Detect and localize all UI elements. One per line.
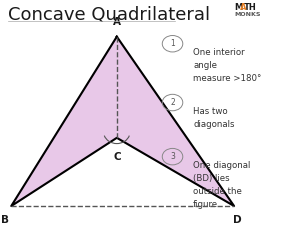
- Text: figure: figure: [193, 200, 218, 209]
- Text: 3: 3: [170, 152, 175, 161]
- Text: 2: 2: [170, 98, 175, 107]
- Text: M: M: [234, 3, 242, 12]
- Text: 1: 1: [170, 39, 175, 48]
- Text: TH: TH: [244, 3, 257, 12]
- Text: outside the: outside the: [193, 187, 242, 196]
- Text: (BD) lies: (BD) lies: [193, 174, 230, 183]
- Text: B: B: [2, 215, 9, 225]
- Text: MONKS: MONKS: [234, 12, 261, 17]
- Text: Has two: Has two: [193, 107, 228, 116]
- Text: One interior: One interior: [193, 49, 245, 57]
- Text: D: D: [233, 215, 241, 225]
- Text: diagonals: diagonals: [193, 120, 235, 129]
- Text: C: C: [113, 152, 121, 162]
- Text: angle: angle: [193, 61, 217, 70]
- Text: A: A: [113, 17, 121, 27]
- Polygon shape: [11, 37, 234, 206]
- Text: measure >180°: measure >180°: [193, 74, 261, 83]
- Text: Concave Quadrilateral: Concave Quadrilateral: [8, 6, 210, 24]
- Text: One diagonal: One diagonal: [193, 161, 250, 170]
- Text: A: A: [240, 3, 247, 12]
